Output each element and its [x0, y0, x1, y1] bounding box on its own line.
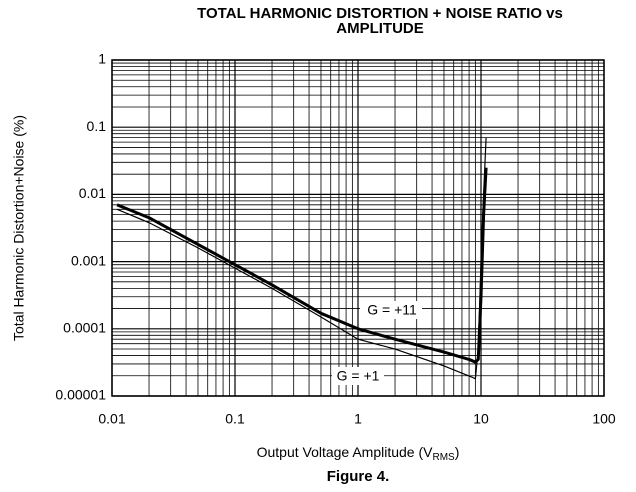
x-axis-label-part: RMS — [432, 452, 455, 463]
annotation-bg — [332, 367, 384, 385]
series-line — [116, 167, 488, 364]
series-label: G = +11 — [367, 302, 417, 318]
x-axis-label-part: ) — [455, 444, 460, 460]
x-tick-label: 0.01 — [98, 411, 125, 427]
x-tick-label: 100 — [592, 411, 616, 427]
x-axis-label-part: Output Voltage Amplitude (V — [257, 444, 434, 460]
x-tick-label: 10 — [473, 411, 489, 427]
y-tick-label: 0.00001 — [55, 387, 106, 403]
x-axis-label: Output Voltage Amplitude (VRMS) — [257, 444, 460, 463]
series-line — [116, 137, 487, 380]
x-tick-label: 1 — [354, 411, 362, 427]
x-tick-label: 0.1 — [225, 411, 245, 427]
y-tick-label: 0.0001 — [63, 320, 106, 336]
chart-title: AMPLITUDE — [336, 20, 424, 37]
y-axis-label: Total Harmonic Distortion+Noise (%) — [11, 115, 27, 341]
y-tick-label: 1 — [98, 51, 106, 67]
y-tick-label: 0.01 — [79, 185, 106, 201]
series-label: G = +1 — [337, 368, 380, 384]
plot-area — [111, 59, 605, 397]
annotation-bg — [360, 301, 422, 319]
caption: Figure 4. — [327, 468, 390, 485]
chart-title: TOTAL HARMONIC DISTORTION + NOISE RATIO … — [197, 5, 563, 22]
y-tick-label: 0.001 — [71, 252, 106, 268]
y-tick-label: 0.1 — [87, 118, 107, 134]
plot-frame — [111, 59, 605, 397]
